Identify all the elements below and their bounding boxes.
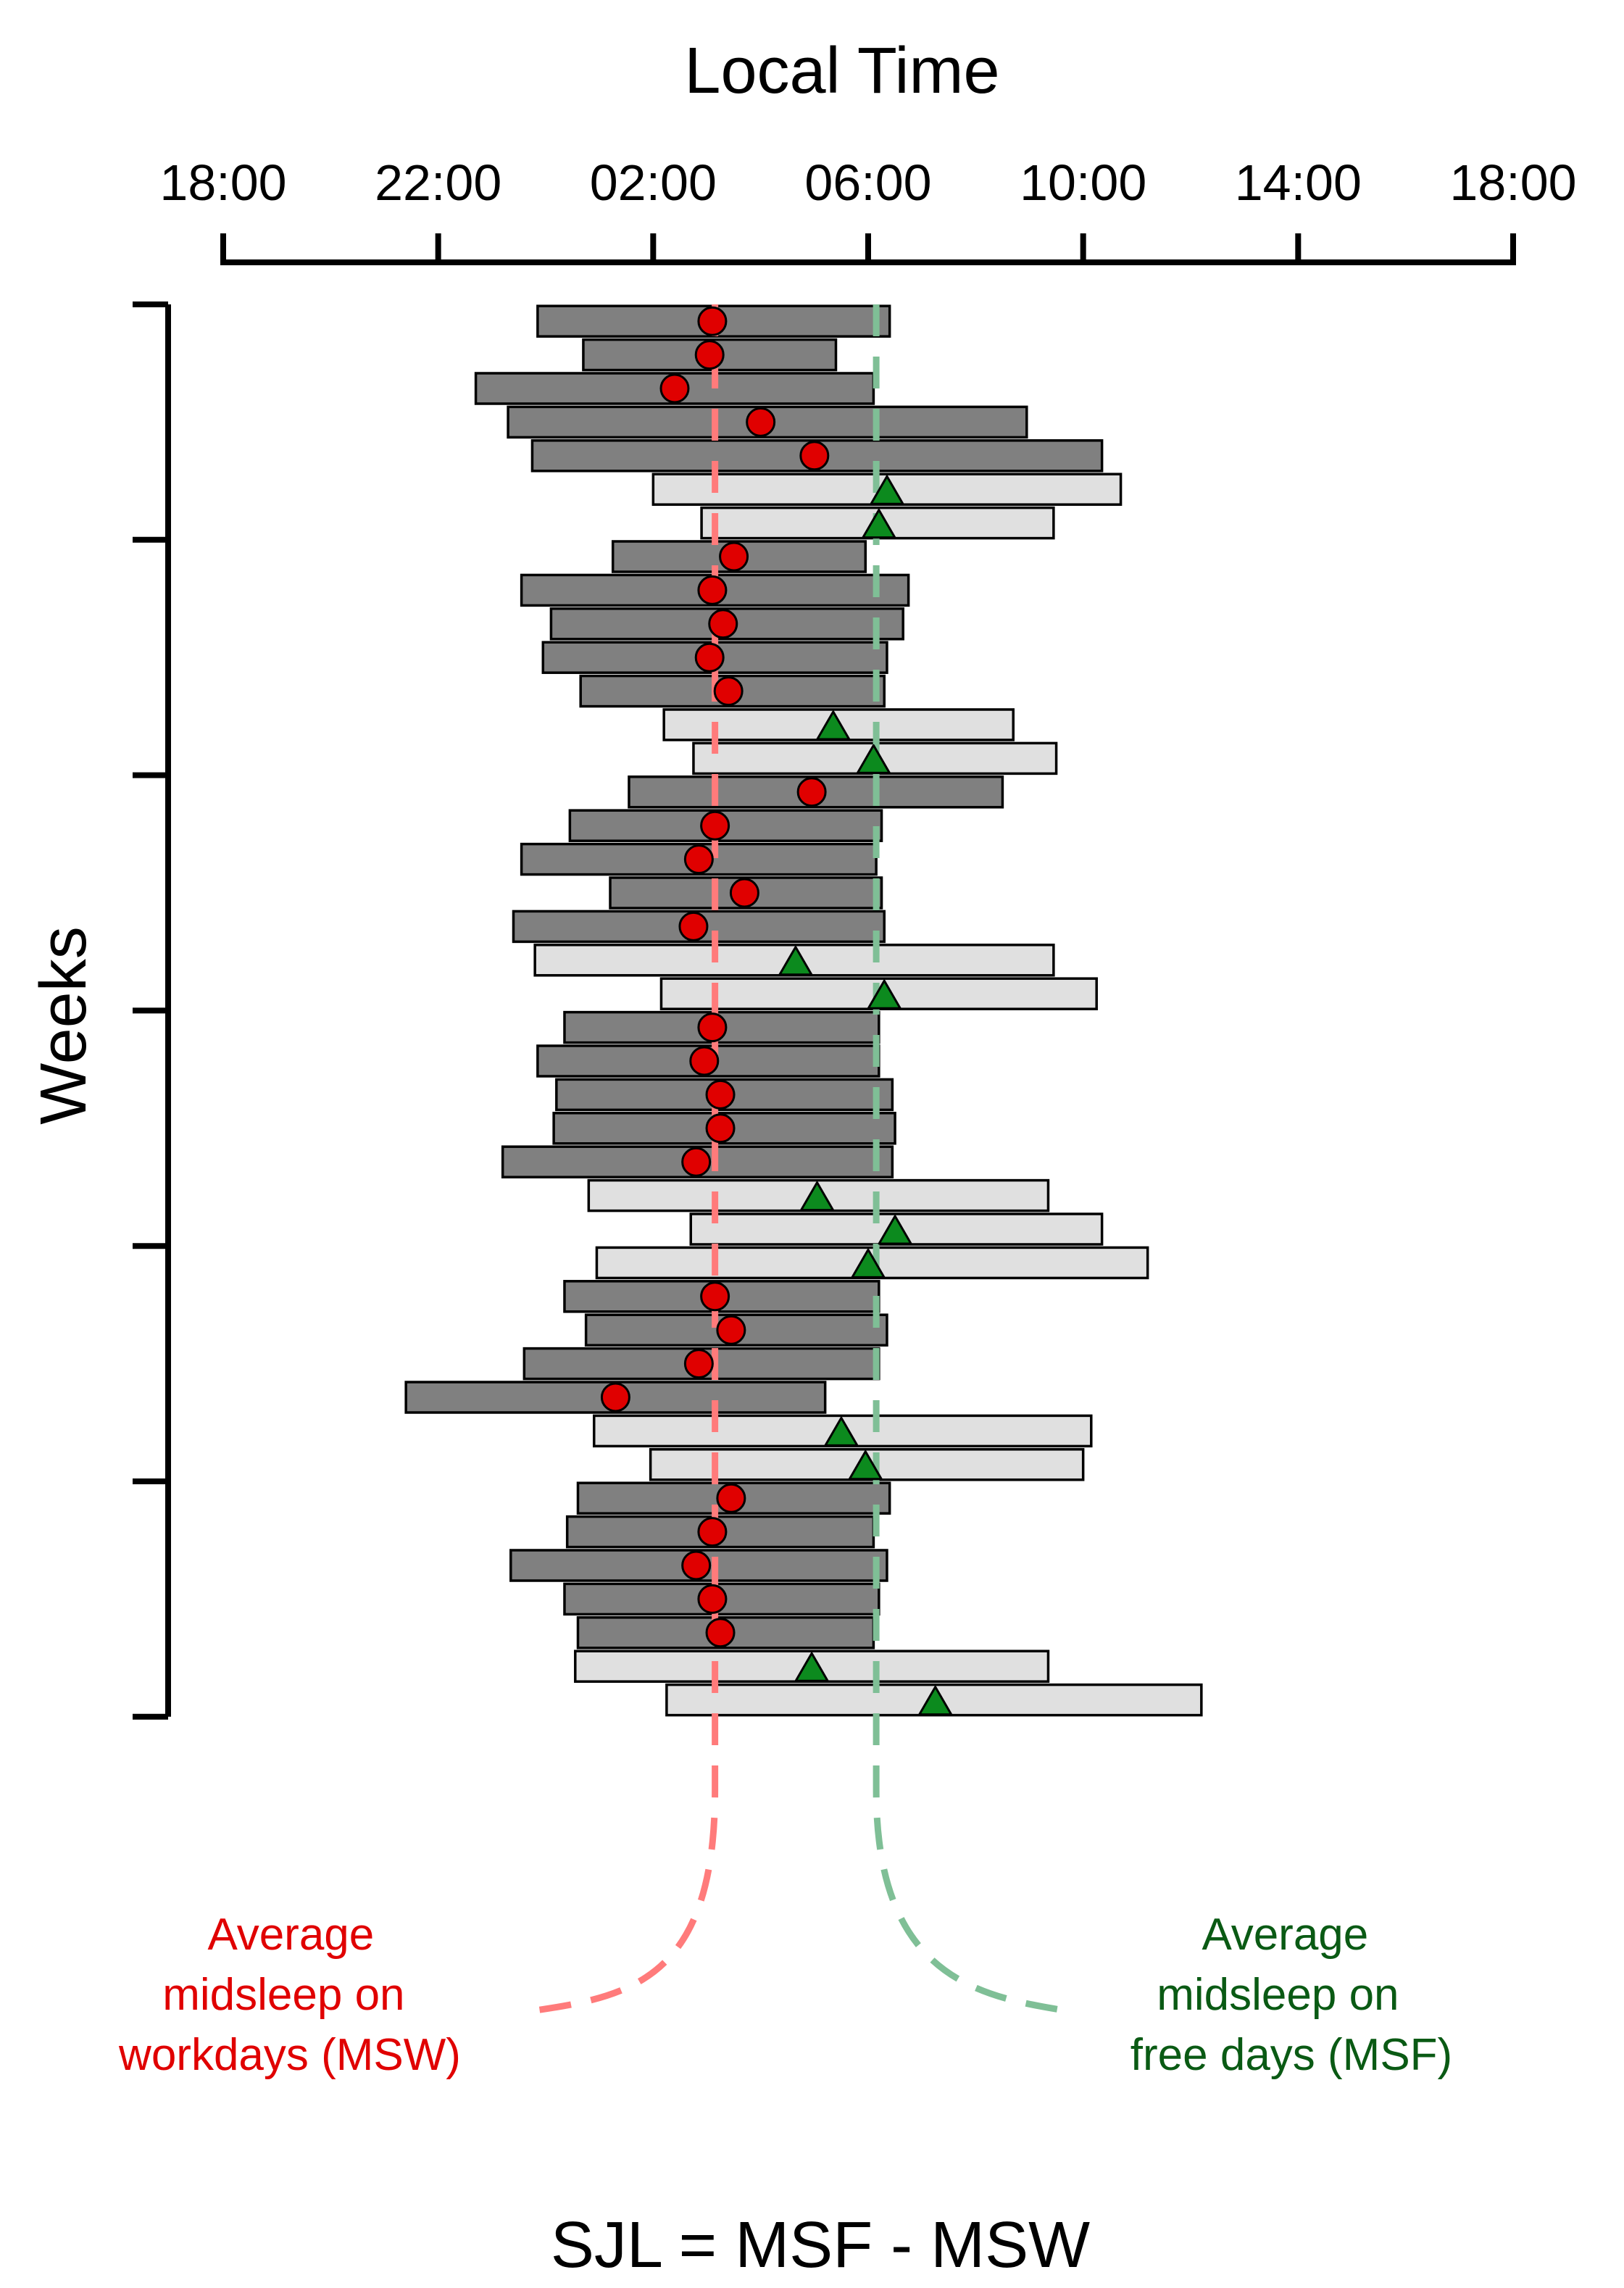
workday-midsleep-marker-22 (689, 1046, 720, 1076)
freeday-midsleep-marker-12 (816, 710, 851, 741)
freeday-midsleep-marker-28 (851, 1248, 886, 1278)
workday-midsleep-marker-8 (697, 575, 728, 605)
msf-annotation-line-3: free days (MSF) (1130, 2030, 1452, 2080)
freeday-midsleep-marker-5 (870, 475, 904, 505)
freeday-midsleep-marker-34 (848, 1450, 883, 1481)
x-axis: 18:00 22:00 02:00 06:00 10:00 14:00 18:00 (159, 154, 1577, 265)
x-axis-title: Local Time (684, 35, 999, 107)
workday-midsleep-marker-25 (681, 1147, 712, 1177)
msf-reference-line (873, 304, 1074, 2015)
workday-midsleep-marker-30 (716, 1315, 746, 1345)
sjl-equation: SJL = MSF - MSW (551, 2209, 1090, 2281)
msw-annotation-line-1: Average (207, 1910, 374, 1960)
workday-midsleep-marker-14 (796, 777, 827, 807)
workday-midsleep-marker-18 (678, 911, 709, 941)
workday-midsleep-marker-16 (683, 844, 714, 875)
workday-midsleep-marker-1 (694, 340, 725, 370)
workday-midsleep-marker-11 (713, 676, 744, 707)
x-tick-label-3: 06:00 (804, 154, 931, 211)
msw-reference-line (524, 304, 719, 2015)
freeday-midsleep-marker-33 (824, 1416, 859, 1447)
y-axis-title: Weeks (28, 926, 100, 1124)
workday-midsleep-marker-35 (716, 1483, 746, 1513)
workday-midsleep-marker-29 (700, 1281, 730, 1312)
reference-lines (524, 304, 1074, 2015)
workday-midsleep-marker-4 (799, 441, 830, 471)
msf-annotation-line-2: midsleep on (1157, 1970, 1399, 2020)
x-tick-label-5: 14:00 (1235, 154, 1362, 211)
msw-annotation-line-3: workdays (MSW) (118, 2030, 461, 2080)
workday-midsleep-marker-15 (700, 810, 730, 841)
workday-midsleep-marker-2 (659, 373, 690, 404)
workday-midsleep-marker-24 (705, 1113, 736, 1144)
workday-midsleep-marker-10 (694, 642, 725, 673)
freeday-midsleep-marker-6 (862, 509, 896, 539)
workday-midsleep-marker-7 (719, 541, 749, 572)
msw-annotation-line-2: midsleep on (162, 1970, 404, 2020)
x-tick-label-2: 02:00 (590, 154, 717, 211)
workday-midsleep-marker-17 (729, 878, 759, 908)
x-tick-label-4: 10:00 (1020, 154, 1146, 211)
msf-annotation: Average midsleep on free days (MSF) (1130, 1910, 1452, 2080)
freeday-midsleep-marker-13 (856, 744, 891, 774)
workday-midsleep-marker-21 (697, 1012, 728, 1043)
sleep-bars (404, 304, 1203, 1717)
x-tick-label-6: 18:00 (1449, 154, 1576, 211)
freeday-midsleep-marker-26 (800, 1181, 835, 1212)
workday-midsleep-marker-9 (708, 609, 738, 639)
msf-annotation-line-1: Average (1202, 1910, 1368, 1960)
workday-midsleep-marker-36 (697, 1517, 728, 1547)
freeday-midsleep-marker-27 (878, 1215, 912, 1245)
workday-midsleep-marker-37 (681, 1550, 712, 1581)
workday-midsleep-marker-23 (705, 1079, 736, 1110)
freeday-midsleep-marker-19 (778, 946, 813, 976)
midsleep-markers (600, 306, 953, 1716)
workday-midsleep-marker-3 (746, 407, 776, 437)
workday-midsleep-marker-38 (697, 1584, 728, 1614)
freeday-midsleep-marker-41 (918, 1686, 953, 1716)
x-tick-label-0: 18:00 (159, 154, 286, 211)
x-tick-label-1: 22:00 (375, 154, 501, 211)
msw-annotation: Average midsleep on workdays (MSW) (118, 1910, 461, 2080)
y-axis (133, 301, 171, 1720)
workday-midsleep-marker-0 (697, 306, 728, 336)
workday-midsleep-marker-31 (683, 1349, 714, 1379)
workday-midsleep-marker-32 (600, 1382, 630, 1413)
freeday-midsleep-marker-20 (867, 979, 901, 1010)
workday-midsleep-marker-39 (705, 1618, 736, 1648)
freeday-midsleep-marker-40 (794, 1652, 829, 1682)
